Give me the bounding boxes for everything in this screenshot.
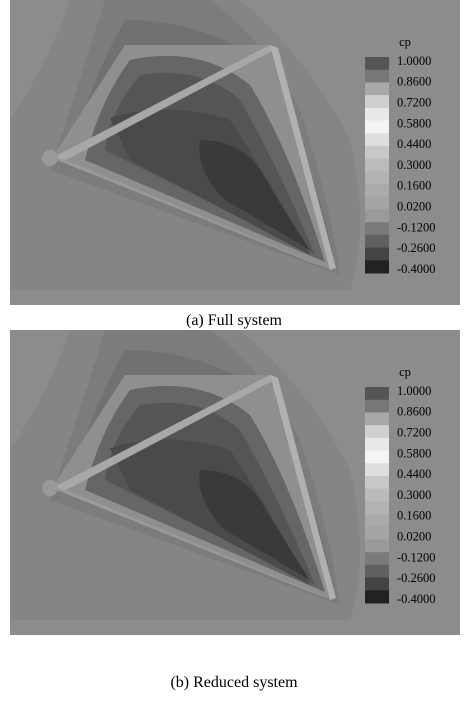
- caption: (a) Full system: [186, 312, 283, 329]
- legend-label: 0.3000: [397, 158, 431, 172]
- legend-swatch: [365, 514, 389, 527]
- legend-label: 1.0000: [397, 54, 431, 68]
- legend-label: 0.4400: [397, 467, 431, 481]
- figure: cp 1.0000 0.8600 0.7200 0.5800 0.4400 0.3000 0.…: [0, 0, 468, 702]
- legend-label: -0.4000: [397, 262, 436, 276]
- legend-swatch: [365, 578, 389, 591]
- legend-swatch: [365, 108, 389, 121]
- legend-swatch: [365, 133, 389, 146]
- legend-label: 0.7200: [397, 425, 431, 439]
- legend-label: -0.2600: [397, 571, 436, 585]
- legend-label: 0.1600: [397, 509, 431, 523]
- legend-swatch: [365, 527, 389, 540]
- legend-swatch: [365, 235, 389, 248]
- legend-swatch: [365, 590, 389, 603]
- legend-swatch: [365, 197, 389, 210]
- legend-swatch: [365, 57, 389, 70]
- legend-swatch: [365, 438, 389, 451]
- legend-swatch: [365, 209, 389, 222]
- page: {"panels": [ {"legend": {"title": "cp", …: [0, 0, 468, 702]
- legend-swatch: [365, 387, 389, 400]
- caption: (b) Reduced system: [170, 674, 298, 691]
- legend-label: 0.8600: [397, 405, 431, 419]
- legend-label: 0.0200: [397, 199, 431, 213]
- legend-swatch: [365, 248, 389, 261]
- legend-label: -0.1200: [397, 550, 436, 564]
- legend-label: 0.5800: [397, 116, 431, 130]
- legend-label: 0.8600: [397, 75, 431, 89]
- legend-swatch: [365, 463, 389, 476]
- legend-title: cp: [399, 365, 411, 379]
- panel-b: cp 1.0000 0.8600 0.7200 0.5800 0.4400 0.3000 0.…: [10, 330, 460, 691]
- legend-label: -0.1200: [397, 220, 436, 234]
- legend-swatch: [365, 159, 389, 172]
- legend-label: 1.0000: [397, 384, 431, 398]
- legend-label: -0.2600: [397, 241, 436, 255]
- legend-label: 0.4400: [397, 137, 431, 151]
- legend-title: cp: [399, 35, 411, 49]
- legend-swatch: [365, 451, 389, 464]
- legend-label: 0.0200: [397, 529, 431, 543]
- legend-swatch: [365, 184, 389, 197]
- legend-swatch: [365, 476, 389, 489]
- contour-plot: [10, 0, 460, 305]
- legend-swatch: [365, 260, 389, 273]
- panel-a: cp 1.0000 0.8600 0.7200 0.5800 0.4400 0.3000 0.…: [10, 0, 460, 329]
- legend-swatch: [365, 82, 389, 95]
- legend-label: 0.1600: [397, 179, 431, 193]
- legend-swatch: [365, 412, 389, 425]
- legend-swatch: [365, 95, 389, 108]
- legend-swatch: [365, 552, 389, 565]
- legend-swatch: [365, 70, 389, 83]
- legend-swatch: [365, 539, 389, 552]
- legend-label: -0.4000: [397, 592, 436, 606]
- contour-plot: [10, 330, 460, 635]
- legend-swatch: [365, 489, 389, 502]
- legend-label: 0.3000: [397, 488, 431, 502]
- legend-label: 0.7200: [397, 95, 431, 109]
- legend-swatch: [365, 171, 389, 184]
- legend-swatch: [365, 146, 389, 159]
- legend-swatch: [365, 121, 389, 134]
- legend-swatch: [365, 222, 389, 235]
- legend-swatch: [365, 501, 389, 514]
- legend-swatch: [365, 400, 389, 413]
- legend-swatch: [365, 425, 389, 438]
- legend-label: 0.5800: [397, 446, 431, 460]
- legend-swatch: [365, 565, 389, 578]
